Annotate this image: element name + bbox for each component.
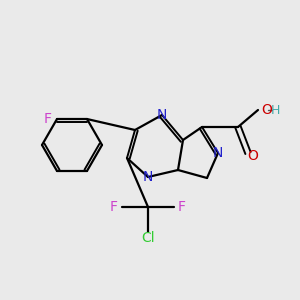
Text: Cl: Cl <box>141 231 155 245</box>
Text: N: N <box>213 146 223 160</box>
Text: F: F <box>44 112 52 126</box>
Text: H: H <box>271 103 281 116</box>
Text: F: F <box>110 200 118 214</box>
Text: N: N <box>143 170 153 184</box>
Text: O: O <box>248 149 258 163</box>
Text: N: N <box>157 108 167 122</box>
Text: F: F <box>178 200 186 214</box>
Text: O: O <box>261 103 272 117</box>
